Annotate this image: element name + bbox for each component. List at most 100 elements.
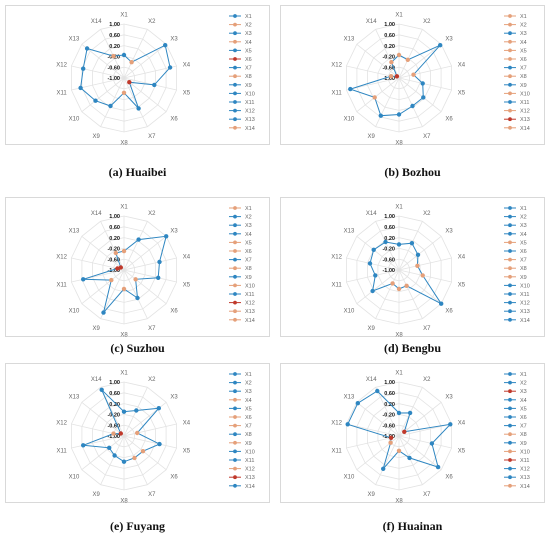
legend-label-x10: X10 (520, 283, 530, 289)
axis-label-x9: X9 (93, 492, 101, 498)
radar-spoke (123, 435, 148, 485)
legend-marker (233, 440, 237, 445)
data-point-x14 (111, 53, 116, 59)
data-point-x1 (396, 52, 402, 58)
data-point-x1 (121, 409, 127, 414)
radar-spoke (356, 44, 400, 79)
radar-grid (71, 381, 178, 491)
legend-marker (508, 91, 512, 96)
legend-label-x7: X7 (520, 258, 527, 264)
panel-suzhou: X1 X2 X3 X4 X5 X6 X7 X8 X9 X10 X11 X12 X13 X14 1.00 0.6… (5, 197, 270, 338)
axis-label-x1: X1 (120, 205, 128, 211)
radar-spoke (375, 269, 400, 319)
legend-label-x8: X8 (245, 74, 252, 80)
axis-label-x13: X13 (69, 395, 80, 401)
legend-marker (508, 108, 512, 113)
legend-label-x12: X12 (520, 301, 530, 307)
radial-tick-label: -0.20 (107, 247, 120, 253)
axis-label-x5: X5 (458, 283, 466, 289)
data-point-x4 (411, 72, 416, 77)
axis-label-x4: X4 (183, 62, 191, 68)
radar-chart-huaibei: X1 X2 X3 X4 X5 X6 X7 X8 X9 X10 X11 X12 X13 X14 1.00 0.6… (56, 13, 255, 147)
radar-grid (71, 215, 178, 325)
data-point-x8 (121, 90, 127, 96)
legend-label-x11: X11 (245, 292, 254, 298)
data-point-x10 (370, 288, 375, 294)
axis-label-x10: X10 (69, 116, 80, 122)
data-point-x13 (118, 265, 124, 270)
legend-label-x10: X10 (520, 449, 530, 455)
legend-marker (233, 372, 237, 376)
radar-spoke (71, 65, 125, 79)
radar-spoke (398, 77, 442, 112)
data-point-x12 (388, 74, 394, 79)
legend-marker (233, 458, 237, 462)
axis-label-x14: X14 (91, 19, 102, 25)
legend-marker (233, 57, 237, 61)
radar-spoke (398, 269, 423, 319)
legend-label-x7: X7 (245, 66, 252, 72)
axis-label-x10: X10 (69, 474, 80, 480)
legend-label-x12: X12 (245, 301, 255, 307)
axis-label-x1: X1 (120, 13, 128, 19)
data-point-x3 (415, 252, 421, 257)
legend-marker (233, 432, 237, 437)
data-point-x5 (420, 273, 425, 278)
axis-label-x10: X10 (69, 308, 80, 314)
axis-label-x10: X10 (344, 308, 355, 314)
legend-label-x11: X11 (520, 292, 529, 298)
legend-marker (508, 223, 512, 228)
legend-marker (233, 249, 237, 253)
data-point-x11 (373, 273, 378, 278)
legend-label-x14: X14 (245, 484, 255, 490)
legend-marker (233, 423, 237, 428)
legend-marker (233, 274, 237, 279)
axis-label-x9: X9 (368, 326, 376, 332)
data-point-x12 (115, 266, 120, 271)
radial-tick-label: -0.60 (107, 423, 120, 429)
legend-marker (508, 458, 512, 462)
data-point-x2 (134, 408, 139, 413)
radial-tick-label: 0.20 (384, 44, 395, 50)
radar-spoke (123, 269, 167, 304)
legend-label-x12: X12 (245, 109, 255, 115)
data-point-x10 (93, 98, 98, 103)
data-point-x3 (402, 429, 407, 434)
radar-spoke (81, 236, 125, 271)
radar-spoke (398, 44, 442, 79)
radial-tick-label: 0.60 (109, 391, 120, 397)
radar-chart-bengbu: X1 X2 X3 X4 X5 X6 X7 X8 X9 X10 X11 X12 X13 X14 1.00 0.6… (331, 205, 530, 339)
data-point-x4 (448, 422, 453, 427)
legend-marker (508, 22, 512, 27)
data-point-x7 (132, 455, 137, 461)
legend-label-x4: X4 (245, 40, 252, 46)
legend-label-x12: X12 (245, 467, 255, 473)
legend-marker (508, 214, 512, 219)
legend-marker (233, 91, 237, 96)
axis-label-x2: X2 (148, 19, 156, 25)
legend-label-x3: X3 (245, 389, 252, 395)
legend-label-x9: X9 (245, 83, 252, 89)
data-point-x13 (118, 431, 124, 436)
legend-marker (508, 389, 512, 394)
data-point-x5 (429, 441, 435, 446)
legend-marker (508, 317, 512, 322)
radial-tick-label: -0.60 (107, 257, 120, 263)
legend-label-x7: X7 (245, 258, 252, 264)
legend-label-x3: X3 (520, 223, 527, 229)
legend-label-x6: X6 (520, 57, 527, 63)
legend-marker (233, 231, 237, 236)
axis-label-x13: X13 (344, 37, 355, 43)
axis-label-x7: X7 (148, 326, 156, 332)
legend-marker (508, 397, 512, 402)
axis-label-x9: X9 (93, 134, 101, 140)
legend-marker (508, 240, 512, 245)
caption-suzhou: (c) Suzhou (110, 341, 165, 355)
data-point-x9 (381, 466, 386, 471)
axis-label-x6: X6 (170, 308, 178, 314)
axis-label-x10: X10 (344, 116, 355, 122)
radar-spoke (356, 402, 400, 437)
legend-label-x2: X2 (245, 381, 252, 387)
axis-label-x13: X13 (344, 229, 355, 235)
legend-marker (233, 223, 237, 228)
